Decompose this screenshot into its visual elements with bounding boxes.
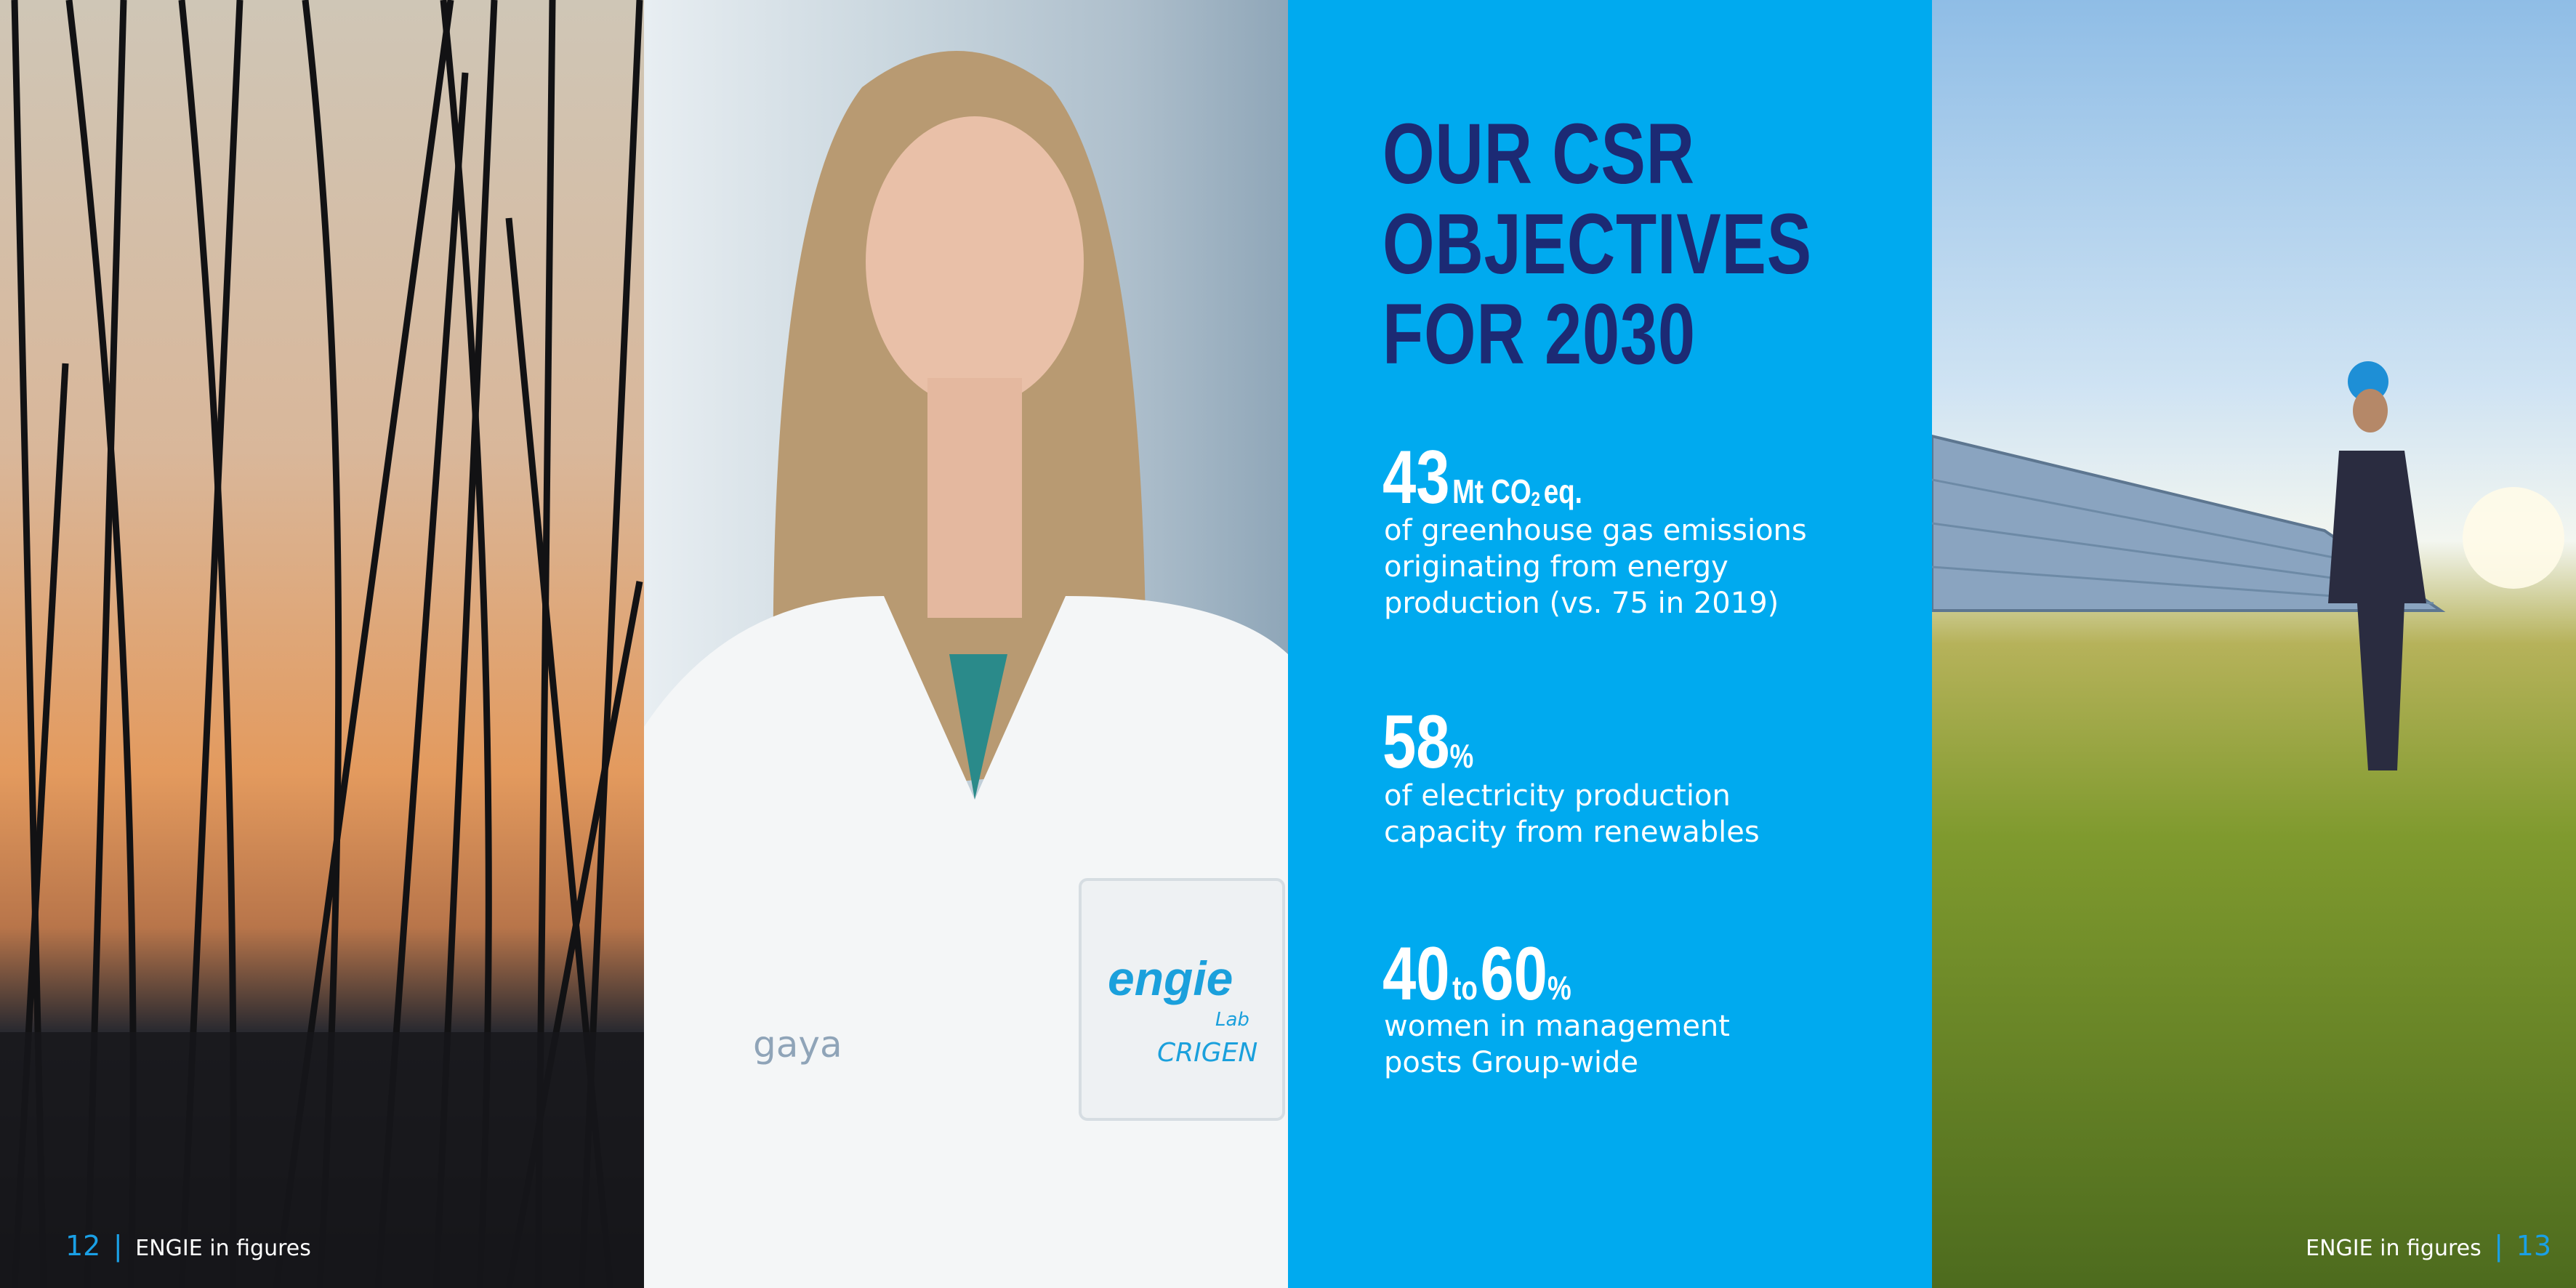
shirt [949, 654, 1007, 800]
connector: to [1452, 969, 1478, 1007]
worker [2328, 451, 2426, 770]
figure: 43 [1382, 435, 1450, 520]
footer-right: ENGIE in figures | 13 [2306, 1230, 2551, 1262]
objective-text: of greenhouse gas emissions [1384, 514, 1807, 547]
figure: 60 [1480, 932, 1547, 1016]
objective-text: women in management [1384, 1010, 1730, 1043]
reeds-photo [0, 0, 644, 1288]
objective-figure: 40 to 60% [1382, 931, 1571, 1018]
page-number: 12 [65, 1230, 101, 1262]
section-name: ENGIE in figures [135, 1236, 311, 1261]
objective-text: originating from energy [1384, 550, 1728, 584]
unit: % [1449, 737, 1474, 775]
page-number: 13 [2516, 1230, 2551, 1262]
objective-figure: 43 Mt CO2 eq. [1382, 435, 1582, 521]
sun [2463, 487, 2564, 589]
unit-tail: eq. [1543, 472, 1582, 510]
figure: 40 [1382, 932, 1450, 1016]
objective-text: production (vs. 75 in 2019) [1384, 587, 1779, 620]
unit-sub: 2 [1531, 488, 1540, 511]
reeds-illustration [0, 0, 644, 1288]
figure: 58 [1382, 700, 1450, 784]
solar-photo [1932, 0, 2576, 1288]
objectives-panel [1288, 0, 1932, 1288]
solar-illustration [1932, 361, 2564, 770]
objective-text: of electricity production [1384, 779, 1731, 813]
portrait-photo: engie Lab CRIGEN gaya [644, 0, 1288, 1288]
worker-face [2353, 389, 2388, 432]
ground-shadow [0, 1032, 644, 1288]
objective-text: capacity from renewables [1384, 816, 1760, 849]
separator: | [2494, 1230, 2504, 1262]
unit: % [1547, 969, 1571, 1007]
objective-figure: 58% [1382, 699, 1473, 786]
coat-sleeve: gaya [753, 1023, 842, 1066]
coat-brand: engie [1108, 951, 1233, 1005]
coat-pocket [1079, 878, 1285, 1121]
coat-lab: Lab [1215, 1009, 1249, 1031]
objective-text: posts Group-wide [1384, 1046, 1638, 1079]
separator: | [113, 1230, 123, 1262]
portrait-illustration [644, 51, 1288, 1288]
face [866, 116, 1084, 407]
coat-site: CRIGEN [1157, 1038, 1258, 1068]
neck [927, 378, 1022, 618]
title-line: FOR 2030 [1382, 286, 1696, 382]
footer-left: 12 | ENGIE in figures [65, 1230, 311, 1262]
title-line: OBJECTIVES [1382, 196, 1812, 292]
title-line: OUR CSR [1382, 106, 1695, 202]
solar-panels [1932, 434, 2446, 612]
section-name: ENGIE in figures [2306, 1236, 2482, 1261]
unit: Mt CO [1452, 472, 1531, 510]
